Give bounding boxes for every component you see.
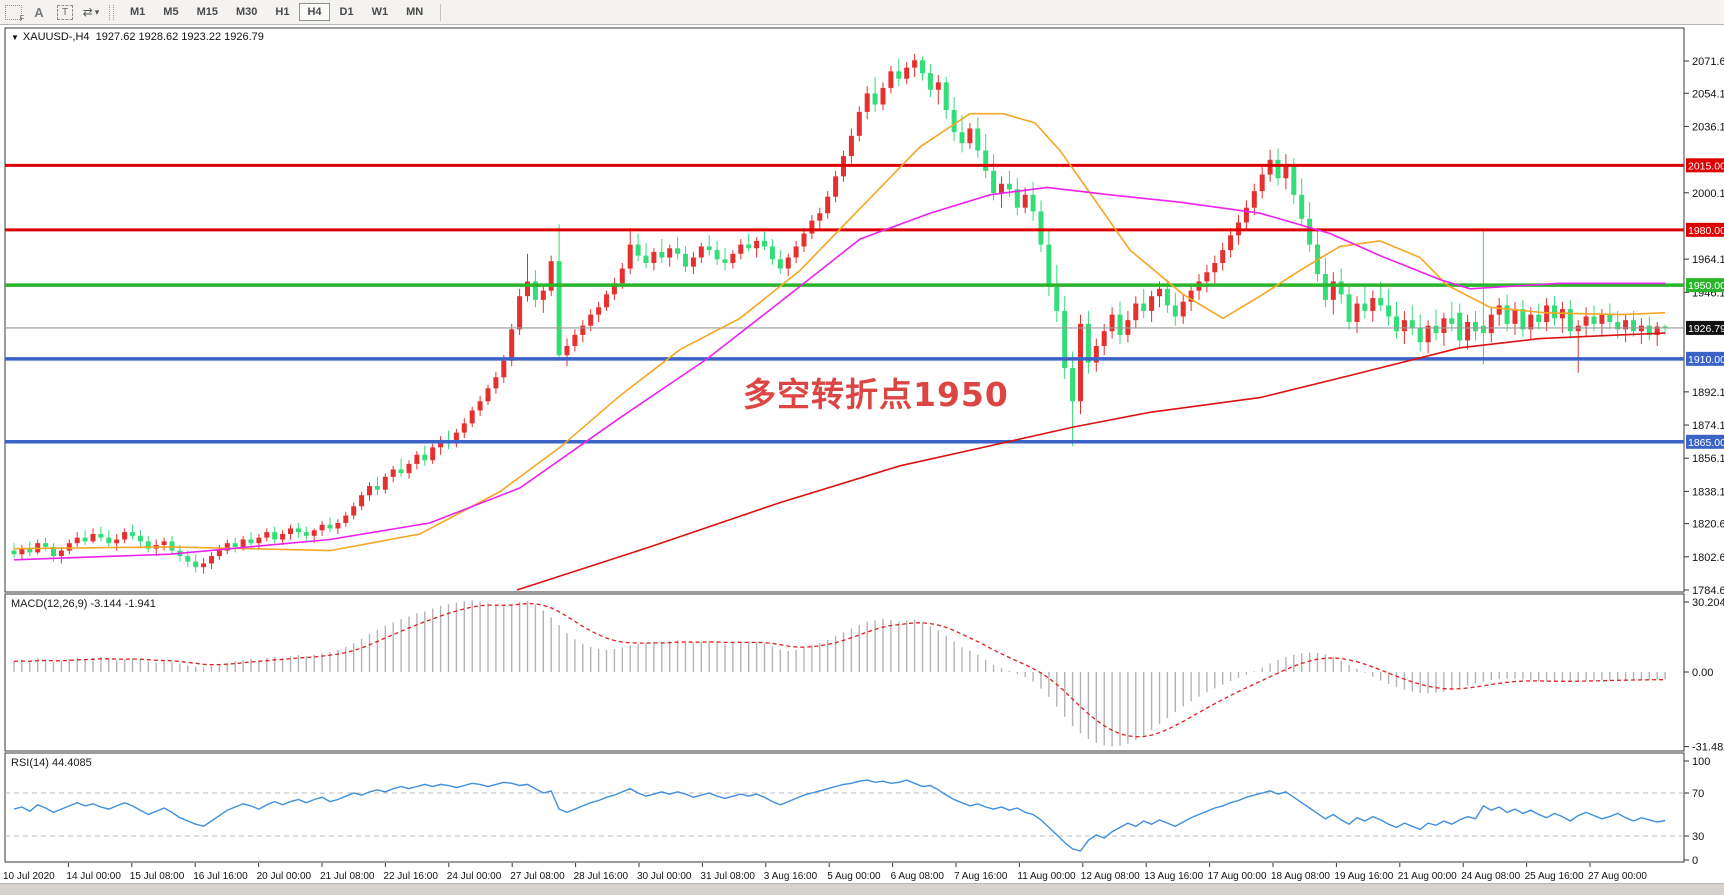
panel-frame xyxy=(4,593,1685,752)
text-a-icon[interactable]: A xyxy=(34,4,44,20)
time-tick-label: 6 Aug 08:00 xyxy=(891,871,945,882)
toolbar-tools-group: F A T ⇄ ▾ xyxy=(0,3,104,23)
time-tick-label: 22 Jul 16:00 xyxy=(383,871,438,882)
tf-button-mn[interactable]: MN xyxy=(406,6,424,18)
chart-canvas[interactable]: 2071.602054.102036.102000.101964.101946.… xyxy=(0,26,1724,883)
status-bar xyxy=(0,883,1724,895)
macd-tick-label: 0.00 xyxy=(1692,667,1713,679)
price-tick-label: 1802.60 xyxy=(1692,552,1724,564)
price-tick-label: 1892.10 xyxy=(1692,387,1724,399)
time-tick-label: 5 Aug 00:00 xyxy=(827,871,881,882)
arrows-icon[interactable]: ⇄ ▾ xyxy=(82,5,100,19)
rsi-tick-label: 70 xyxy=(1692,788,1704,800)
rsi-tick-label: 100 xyxy=(1692,756,1710,768)
price-badge: 1950.00 xyxy=(1686,278,1724,293)
tf-button-h4[interactable]: H4 xyxy=(299,3,330,21)
time-tick-label: 15 Jul 08:00 xyxy=(130,871,185,882)
time-tick-label: 30 Jul 00:00 xyxy=(637,871,692,882)
time-tick-label: 27 Jul 08:00 xyxy=(510,871,565,882)
price-badge: 1910.00 xyxy=(1686,351,1724,366)
time-tick-label: 27 Aug 00:00 xyxy=(1588,871,1647,882)
time-tick-label: 16 Jul 16:00 xyxy=(193,871,248,882)
macd-tick-label: 30.204 xyxy=(1692,597,1724,609)
rsi-tick-label: 30 xyxy=(1692,831,1704,843)
macd-group: 30.204 0.00 -31.482 xyxy=(13,597,1724,754)
price-badge-label: 1865.00 xyxy=(1688,437,1724,449)
price-tick-label: 1838.10 xyxy=(1692,486,1724,498)
tf-button-m30[interactable]: M30 xyxy=(235,6,258,18)
candles-group xyxy=(11,53,1668,574)
time-axis[interactable]: 10 Jul 2020 14 Jul 00:00 15 Jul 08:00 16 Ju… xyxy=(3,863,1647,882)
price-badge-label: 1950.00 xyxy=(1688,280,1724,292)
price-badge: 1926.79 xyxy=(1686,320,1724,335)
time-tick-label: 31 Jul 08:00 xyxy=(700,871,755,882)
price-tick-label: 1856.10 xyxy=(1692,453,1724,465)
tf-button-m15[interactable]: M15 xyxy=(196,6,218,18)
panel-frame xyxy=(4,27,1685,593)
time-tick-label: 12 Aug 08:00 xyxy=(1081,871,1140,882)
price-tick-label: 1964.10 xyxy=(1692,254,1724,266)
time-tick-label: 7 Aug 16:00 xyxy=(954,871,1008,882)
tf-button-w1[interactable]: W1 xyxy=(371,6,389,18)
rsi-group: 100 70 30 0 xyxy=(5,756,1710,867)
price-badge-label: 1980.00 xyxy=(1688,225,1724,237)
price-badge-label: 1910.00 xyxy=(1688,354,1724,366)
macd-signal-line xyxy=(13,602,1666,738)
time-tick-label: 21 Aug 00:00 xyxy=(1398,871,1457,882)
toolbar-drag-handle[interactable] xyxy=(109,4,114,20)
macd-tick-label: -31.482 xyxy=(1692,742,1724,754)
price-tick-label: 2071.60 xyxy=(1692,56,1724,68)
time-tick-label: 19 Aug 16:00 xyxy=(1334,871,1393,882)
price-tick-label: 1874.10 xyxy=(1692,420,1724,432)
price-badge-label: 2015.00 xyxy=(1688,160,1724,172)
time-tick-label: 24 Aug 08:00 xyxy=(1461,871,1520,882)
price-tick-label: 1820.60 xyxy=(1692,519,1724,531)
ma-fast-line xyxy=(13,112,1666,552)
time-tick-label: 20 Jul 00:00 xyxy=(257,871,312,882)
price-tick-label: 1784.60 xyxy=(1692,585,1724,597)
timeframe-group: M1 M5 M15 M30 H1 H4 D1 W1 MN xyxy=(121,3,432,21)
cursor-grid-icon[interactable]: F xyxy=(3,3,25,23)
rsi-tick-label: 0 xyxy=(1692,855,1698,867)
dropdown-caret-icon[interactable]: ▾ xyxy=(94,6,100,17)
price-tick-label: 2036.10 xyxy=(1692,121,1724,133)
time-tick-label: 28 Jul 16:00 xyxy=(574,871,629,882)
ma-mid-line xyxy=(13,186,1665,561)
tf-button-d1[interactable]: D1 xyxy=(339,6,354,18)
price-badge: 2015.00 xyxy=(1686,158,1724,173)
price-badge: 1865.00 xyxy=(1686,434,1724,449)
time-tick-label: 24 Jul 00:00 xyxy=(447,871,502,882)
time-tick-label: 18 Aug 08:00 xyxy=(1271,871,1330,882)
tf-button-m5[interactable]: M5 xyxy=(163,6,179,18)
rsi-line xyxy=(13,779,1666,852)
price-tick-label: 2054.10 xyxy=(1692,88,1724,100)
price-badge-label: 1926.79 xyxy=(1688,323,1724,335)
tf-button-m1[interactable]: M1 xyxy=(130,6,146,18)
toolbar-separator xyxy=(440,3,442,21)
toolbar: F A T ⇄ ▾ M1 M5 M15 M30 H1 H4 D1 W1 MN xyxy=(0,0,1724,25)
price-tick-label: 2000.10 xyxy=(1692,188,1724,200)
time-tick-label: 14 Jul 00:00 xyxy=(66,871,121,882)
tf-button-h1[interactable]: H1 xyxy=(275,6,290,18)
time-tick-label: 3 Aug 16:00 xyxy=(764,871,818,882)
time-tick-label: 13 Aug 16:00 xyxy=(1144,871,1203,882)
ma-slow-line xyxy=(516,332,1666,591)
time-tick-label: 17 Aug 00:00 xyxy=(1208,871,1267,882)
panel-frame xyxy=(4,752,1685,863)
time-tick-label: 10 Jul 2020 xyxy=(3,871,55,882)
text-box-icon[interactable]: T xyxy=(55,3,75,22)
time-tick-label: 11 Aug 00:00 xyxy=(1017,871,1076,882)
price-badge: 1980.00 xyxy=(1686,222,1724,237)
price-axis: 2071.602054.102036.102000.101964.101946.… xyxy=(1684,56,1724,597)
horizontal-levels-group[interactable] xyxy=(5,163,1684,444)
time-tick-label: 21 Jul 08:00 xyxy=(320,871,375,882)
time-tick-label: 25 Aug 16:00 xyxy=(1525,871,1584,882)
